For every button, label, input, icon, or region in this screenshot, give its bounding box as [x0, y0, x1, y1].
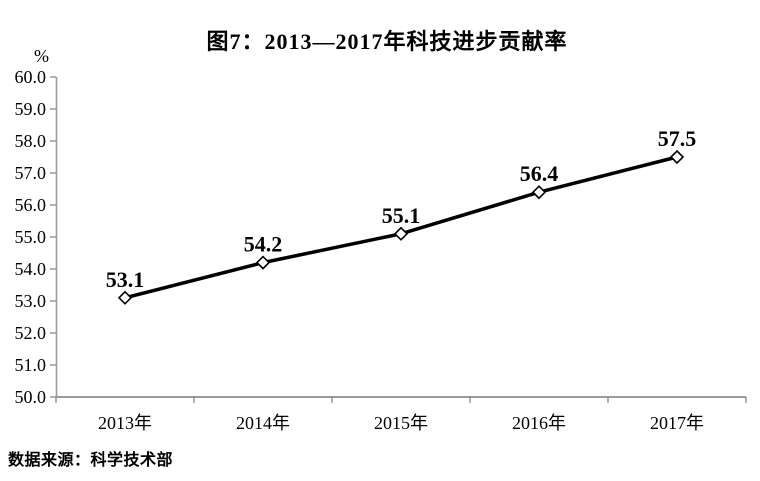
y-tick-label: 56.0: [15, 195, 47, 215]
x-tick-label: 2015年: [374, 413, 428, 433]
data-point-marker: [669, 149, 685, 165]
y-tick-label: 53.0: [15, 291, 47, 311]
source-note: 数据来源：科学技术部: [8, 452, 174, 469]
y-tick-label: 54.0: [15, 259, 47, 279]
data-point-marker: [393, 226, 409, 241]
data-point-label: 54.2: [244, 232, 283, 257]
y-tick-label: 59.0: [15, 99, 47, 119]
x-tick-label: 2016年: [512, 413, 566, 433]
y-tick-label: 51.0: [15, 355, 47, 375]
y-tick-label: 60.0: [15, 67, 47, 87]
x-tick-label: 2013年: [98, 413, 152, 433]
data-point-marker: [255, 255, 271, 270]
y-tick-label: 50.0: [15, 387, 47, 407]
data-point-label: 53.1: [106, 267, 145, 292]
x-tick-label: 2017年: [650, 413, 704, 433]
data-point-label: 56.4: [520, 161, 559, 186]
x-tick-label: 2014年: [236, 413, 290, 433]
y-tick-label: 58.0: [15, 131, 47, 151]
data-point-label: 55.1: [382, 203, 421, 228]
y-axis-unit-label: %: [34, 46, 49, 66]
y-tick-label: 55.0: [15, 227, 47, 247]
y-tick-label: 57.0: [15, 163, 47, 183]
data-point-marker: [117, 290, 133, 305]
data-point-marker: [531, 185, 547, 200]
chart-title: 图7：2013—2017年科技进步贡献率: [206, 29, 568, 54]
y-tick-label: 52.0: [15, 323, 47, 343]
data-point-label: 57.5: [658, 126, 697, 151]
